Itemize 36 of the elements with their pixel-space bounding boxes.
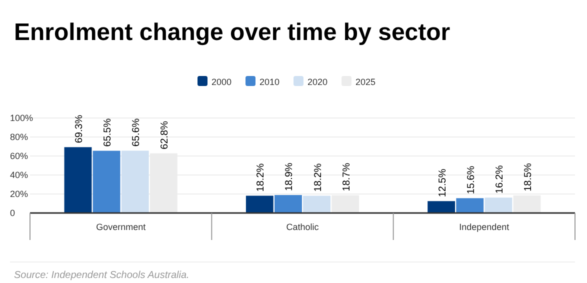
- bar: [428, 201, 456, 213]
- data-label: 65.5%: [102, 118, 114, 147]
- data-label: 18.9%: [284, 162, 296, 192]
- data-label: 16.2%: [494, 165, 506, 194]
- x-tick-label: Independent: [459, 222, 510, 232]
- data-label: 12.5%: [437, 168, 448, 198]
- legend-label: 2010: [260, 77, 280, 87]
- source-note: Source: Independent Schools Australia.: [14, 270, 190, 281]
- bar: [121, 150, 149, 213]
- bar: [274, 195, 302, 213]
- legend-label: 2000: [212, 77, 232, 87]
- bar: [484, 198, 512, 213]
- y-tick-label: 0: [10, 208, 16, 218]
- y-tick-label: 20%: [10, 189, 28, 200]
- data-label: 62.8%: [160, 120, 171, 150]
- y-tick-label: 80%: [10, 132, 28, 142]
- y-tick-label: 100%: [10, 113, 34, 124]
- bar: [456, 198, 484, 213]
- bar: [303, 196, 330, 213]
- x-tick-label: Catholic: [286, 222, 320, 232]
- x-tick-label: Government: [96, 222, 146, 232]
- bar: [246, 196, 274, 213]
- y-tick-label: 40%: [10, 170, 28, 180]
- data-label: 18.2%: [256, 163, 267, 192]
- y-tick-label: 60%: [10, 151, 28, 162]
- bar: [92, 150, 120, 213]
- chart-title: Enrolment change over time by sector: [14, 19, 450, 46]
- data-label: 18.5%: [523, 162, 534, 192]
- data-label: 69.3%: [74, 114, 85, 144]
- data-label: 18.7%: [341, 162, 352, 192]
- legend-label: 2025: [356, 77, 376, 87]
- data-label: 65.6%: [131, 118, 142, 147]
- bar: [64, 147, 92, 213]
- legend-label: 2020: [308, 77, 328, 87]
- data-label: 18.2%: [312, 163, 324, 192]
- data-label: 15.6%: [466, 166, 477, 194]
